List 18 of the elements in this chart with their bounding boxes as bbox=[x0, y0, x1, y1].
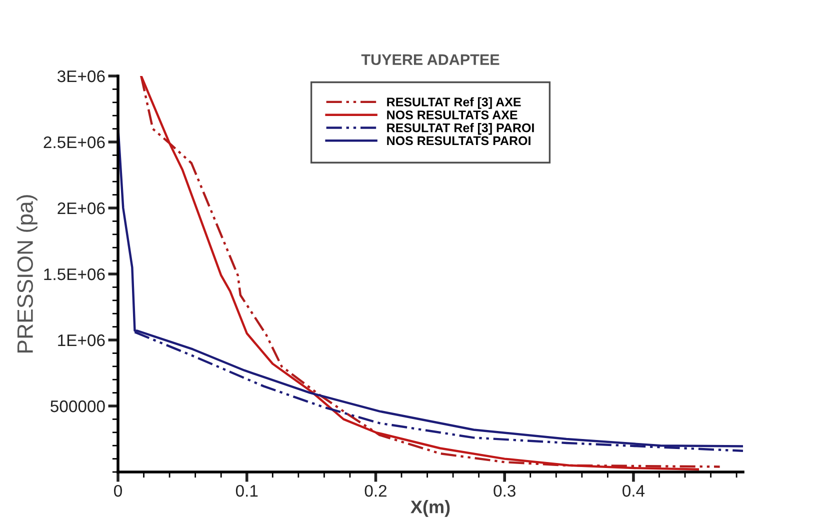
y-tick-label: 500000 bbox=[50, 400, 105, 412]
x-tick-label: 0.4 bbox=[622, 484, 645, 497]
y-tick-label: 1.5E+06 bbox=[44, 268, 105, 280]
y-axis-title: PRESSION (pa) bbox=[16, 195, 38, 352]
legend-label: RESULTAT Ref [3] AXE bbox=[387, 97, 521, 109]
y-tick-label: 2.5E+06 bbox=[44, 136, 105, 148]
x-tick-label: 0 bbox=[114, 484, 122, 497]
x-axis-title: X(m) bbox=[410, 500, 450, 517]
x-tick-label: 0.3 bbox=[494, 484, 516, 497]
y-tick-label: 3E+06 bbox=[57, 70, 105, 82]
legend-label: NOS RESULTATS AXE bbox=[387, 110, 518, 120]
legend-label: NOS RESULTATS PAROI bbox=[387, 136, 530, 146]
y-tick-label: 1E+06 bbox=[58, 334, 105, 346]
x-tick-label: 0.1 bbox=[236, 484, 258, 497]
chart-title: TUYERE ADAPTEE bbox=[361, 54, 500, 66]
legend-label: RESULTAT Ref [3] PAROI bbox=[387, 123, 534, 135]
x-tick-label: 0.2 bbox=[364, 484, 386, 497]
y-tick-label: 2E+06 bbox=[58, 202, 105, 214]
